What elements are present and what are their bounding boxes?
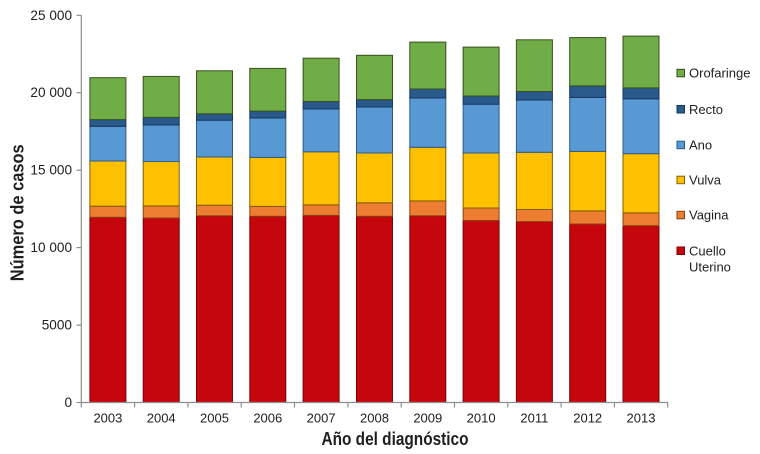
svg-text:Año del diagnóstico: Año del diagnóstico [322,429,469,449]
svg-text:2012: 2012 [573,411,602,426]
svg-text:Orofaringe: Orofaringe [689,66,750,81]
svg-text:2013: 2013 [627,411,656,426]
svg-text:0: 0 [64,395,72,410]
svg-text:10 000: 10 000 [30,240,72,255]
svg-text:2003: 2003 [93,411,122,426]
svg-text:Recto: Recto [689,102,723,117]
svg-text:2009: 2009 [413,411,442,426]
svg-text:Uterino: Uterino [689,259,731,274]
svg-text:2011: 2011 [520,411,548,426]
svg-text:2005: 2005 [200,411,229,426]
svg-text:Ano: Ano [689,138,712,153]
svg-text:5000: 5000 [42,318,73,333]
svg-text:20 000: 20 000 [30,85,72,100]
svg-text:15 000: 15 000 [30,163,72,178]
svg-text:2008: 2008 [360,411,389,426]
svg-text:Cuello: Cuello [689,243,726,258]
svg-text:2010: 2010 [467,411,496,426]
svg-text:Número de casos: Número de casos [8,144,28,281]
svg-text:2006: 2006 [253,411,282,426]
svg-text:2007: 2007 [307,411,336,426]
svg-text:Vulva: Vulva [689,173,722,188]
svg-text:Vagina: Vagina [689,208,729,223]
svg-text:25 000: 25 000 [30,8,72,23]
svg-text:2004: 2004 [147,411,176,426]
